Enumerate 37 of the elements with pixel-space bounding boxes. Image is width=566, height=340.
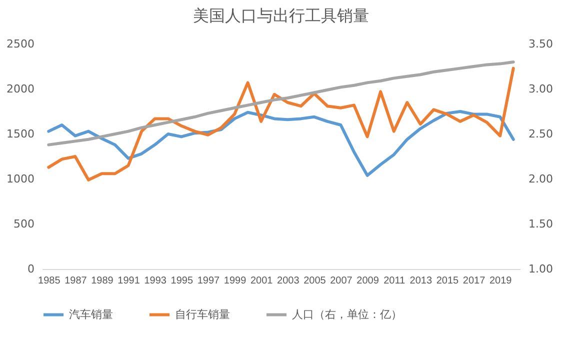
y2-tick-label: 3.00 (528, 82, 553, 96)
x-tick-label: 2019 (489, 276, 512, 286)
x-tick-label: 2005 (304, 276, 326, 286)
chart-title: 美国人口与出行工具销量 (193, 6, 369, 25)
x-tick-label: 1989 (91, 276, 114, 286)
y2-tick-label: 2.50 (528, 128, 553, 140)
x-tick-label: 2015 (436, 276, 460, 286)
y-tick-label: 2000 (6, 82, 34, 96)
y2-tick-label: 1.00 (528, 262, 553, 276)
y-tick-label: 1500 (6, 128, 34, 140)
x-tick-label: 2007 (330, 276, 353, 286)
y-tick-label: 1000 (6, 172, 34, 186)
y2-tick-label: 3.50 (528, 38, 553, 50)
x-tick-label: 1993 (144, 276, 167, 286)
x-tick-label: 1991 (118, 276, 140, 286)
y2-tick-label: 1.50 (528, 218, 553, 230)
x-tick-label: 2017 (462, 276, 486, 286)
line-series (47, 66, 515, 182)
x-tick-label: 2013 (410, 276, 432, 286)
legend-label: 汽车销量 (69, 308, 113, 321)
legend-label: 人口（右，单位：亿） (292, 308, 402, 321)
line-series (47, 60, 515, 146)
x-tick-label: 1987 (64, 276, 88, 286)
y2-tick-label: 2.00 (528, 172, 553, 186)
x-tick-label: 2011 (384, 276, 406, 286)
legend-label: 自行车销量 (175, 308, 230, 321)
x-tick-label: 2009 (356, 276, 380, 286)
line-series (47, 110, 515, 177)
y-tick-label: 500 (14, 218, 34, 230)
x-tick-label: 2001 (250, 276, 274, 286)
y-tick-label: 0 (28, 262, 34, 276)
y-tick-label: 2500 (6, 38, 34, 50)
x-tick-label: 1997 (197, 276, 220, 286)
x-tick-label: 1999 (224, 276, 247, 286)
x-tick-label: 2003 (277, 276, 300, 286)
x-tick-label: 1985 (38, 276, 61, 286)
x-tick-label: 1995 (170, 276, 194, 286)
